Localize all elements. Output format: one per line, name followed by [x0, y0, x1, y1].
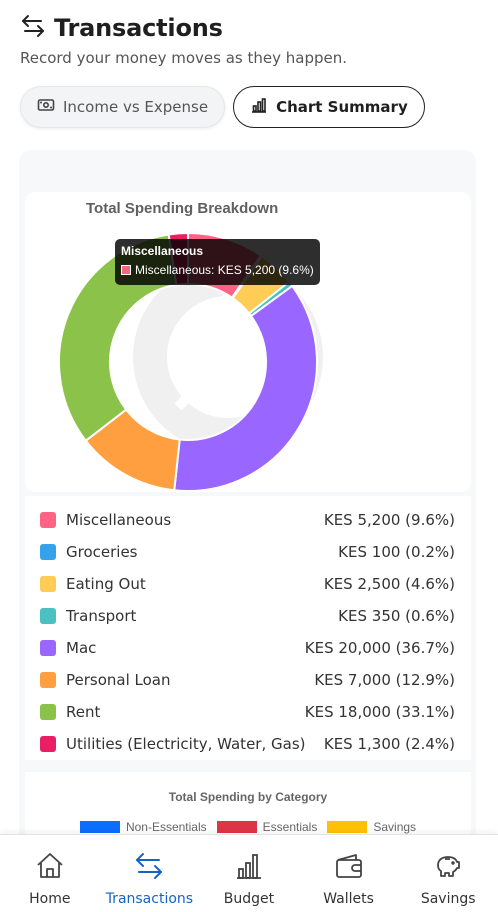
chart-tooltip: Miscellaneous Miscellaneous: KES 5,200 (… [115, 239, 320, 285]
legend-swatch [40, 544, 56, 560]
bar-legend-label: Essentials [262, 820, 318, 834]
legend-value: KES 100 (0.2%) [338, 543, 455, 561]
legend-label: Rent [66, 703, 101, 721]
page-subtitle: Record your money moves as they happen. [20, 49, 348, 67]
nav-label: Wallets [323, 891, 374, 907]
legend-value: KES 18,000 (33.1%) [304, 703, 455, 721]
transactions-icon [20, 13, 46, 43]
legend-item: Rent KES 18,000 (33.1%) [25, 696, 471, 728]
page-title: Transactions [54, 14, 223, 42]
legend-label: Personal Loan [66, 671, 171, 689]
bar-legend-item[interactable]: Essentials [216, 820, 318, 834]
legend-swatch [40, 704, 56, 720]
legend-value: KES 5,200 (9.6%) [323, 511, 455, 529]
home-icon [35, 851, 65, 885]
piggy-bank-icon [433, 851, 463, 885]
nav-label: Savings [420, 891, 476, 907]
chart-title: Total Spending Breakdown [86, 200, 279, 217]
nav-label: Transactions [105, 891, 194, 907]
legend-value: KES 2,500 (4.6%) [323, 575, 455, 593]
spending-legend: Miscellaneous KES 5,200 (9.6%) Groceries KE… [25, 496, 471, 760]
bar-chart-legend: Non-Essentials Essentials Savings [25, 820, 471, 834]
tooltip-title: Miscellaneous [121, 244, 204, 258]
legend-label: Groceries [66, 543, 138, 561]
tab-label: Income vs Expense [63, 98, 209, 116]
legend-item: Mac KES 20,000 (36.7%) [25, 632, 471, 664]
bar-legend-swatch [79, 821, 120, 833]
legend-swatch [40, 608, 56, 624]
tab-chart-summary[interactable]: Chart Summary [233, 86, 425, 128]
legend-label: Transport [66, 607, 137, 625]
bar-chart-title: Total Spending by Category [168, 790, 328, 804]
legend-label: Utilities (Electricity, Water, Gas) [66, 735, 306, 753]
page-header: Transactions Record your money moves as … [20, 12, 480, 67]
bar-chart-panel: Total Spending by Category Non-Essential… [25, 772, 471, 842]
bar-legend-item[interactable]: Non-Essentials [79, 820, 207, 834]
bar-chart-icon [250, 96, 268, 118]
wallet-icon [334, 851, 364, 885]
tooltip-text: Miscellaneous: KES 5,200 (9.6%) [135, 263, 314, 277]
legend-item: Groceries KES 100 (0.2%) [25, 536, 471, 568]
budget-icon [234, 851, 264, 885]
legend-item: Eating Out KES 2,500 (4.6%) [25, 568, 471, 600]
bar-legend-swatch [327, 821, 368, 833]
legend-item: Miscellaneous KES 5,200 (9.6%) [25, 504, 471, 536]
nav-label: Home [29, 891, 71, 907]
slice-mac[interactable] [173, 284, 318, 492]
legend-swatch [40, 640, 56, 656]
legend-value: KES 7,000 (12.9%) [314, 671, 455, 689]
legend-value: KES 350 (0.6%) [338, 607, 455, 625]
transactions-icon [134, 851, 164, 885]
legend-item: Utilities (Electricity, Water, Gas) KES 1… [25, 728, 471, 760]
legend-swatch [40, 736, 56, 752]
tooltip-swatch [121, 265, 131, 275]
nav-wallets[interactable]: Wallets [299, 835, 399, 912]
slice-rent[interactable] [58, 233, 178, 443]
legend-label: Miscellaneous [66, 511, 172, 529]
nav-transactions[interactable]: Transactions [100, 835, 200, 912]
bottom-navigation: Home Transactions Budget Wallets Savings [0, 834, 498, 912]
bar-legend-swatch [216, 821, 257, 833]
bar-legend-item[interactable]: Savings [327, 820, 416, 834]
legend-label: Mac [66, 639, 97, 657]
tab-label: Chart Summary [276, 98, 408, 116]
legend-value: KES 1,300 (2.4%) [323, 735, 455, 753]
nav-budget[interactable]: Budget [199, 835, 299, 912]
bar-legend-label: Savings [373, 820, 417, 834]
legend-item: Transport KES 350 (0.6%) [25, 600, 471, 632]
legend-label: Eating Out [66, 575, 146, 593]
nav-label: Budget [223, 891, 275, 907]
legend-value: KES 20,000 (36.7%) [304, 639, 455, 657]
nav-savings[interactable]: Savings [398, 835, 498, 912]
tab-income-vs-expense[interactable]: Income vs Expense [20, 86, 226, 128]
cash-icon [37, 96, 55, 118]
legend-swatch [40, 576, 56, 592]
view-tabs: Income vs Expense Chart Summary [20, 86, 425, 128]
legend-swatch [40, 672, 56, 688]
legend-item: Personal Loan KES 7,000 (12.9%) [25, 664, 471, 696]
bar-legend-label: Non-Essentials [125, 820, 207, 834]
nav-home[interactable]: Home [0, 835, 100, 912]
legend-swatch [40, 512, 56, 528]
